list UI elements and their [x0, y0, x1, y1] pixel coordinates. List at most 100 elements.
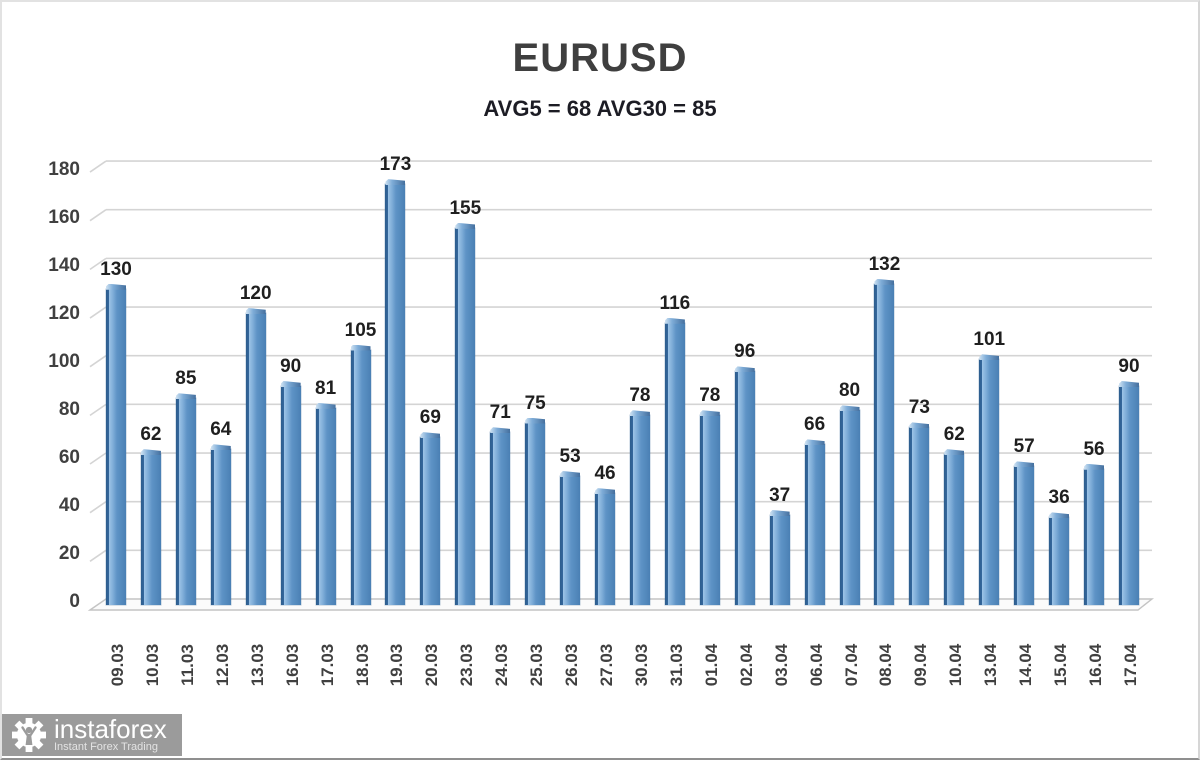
gridline-tick-80 [89, 403, 107, 417]
instaforex-gear-icon [12, 718, 46, 752]
gridline-tick-100 [89, 355, 107, 368]
x-tick-label-17.03: 17.03 [317, 643, 337, 687]
value-label-06.04: 66 [804, 414, 826, 436]
bar-12.03 [210, 444, 231, 605]
value-label-01.04: 78 [699, 385, 721, 407]
value-label-03.04: 37 [769, 484, 791, 506]
value-label-09.03: 130 [100, 258, 132, 280]
bar-top-30.03 [629, 410, 650, 417]
chart-subtitle: AVG5 = 68 AVG30 = 85 [483, 96, 717, 121]
value-label-17.04: 90 [1118, 356, 1140, 378]
value-label-20.03: 69 [419, 407, 441, 429]
value-label-08.04: 132 [868, 253, 901, 275]
x-tick-label-23.03: 23.03 [457, 643, 477, 687]
x-tick-label-12.03: 12.03 [212, 643, 232, 687]
bar-19.03 [385, 179, 406, 605]
bar-13.03 [245, 308, 266, 605]
bar-top-16.03 [280, 381, 301, 388]
bar-top-15.04 [1049, 512, 1070, 519]
bar-top-10.03 [140, 449, 161, 456]
bar-06.04 [804, 439, 825, 605]
watermark-banner: instaforex Instant Forex Trading [2, 714, 182, 756]
value-label-25.03: 75 [524, 392, 546, 414]
x-tick-label-19.03: 19.03 [387, 643, 407, 687]
x-tick-label-01.04: 01.04 [701, 643, 721, 687]
bar-top-01.04 [699, 410, 720, 417]
value-label-27.03: 46 [594, 463, 616, 485]
watermark-tagline: Instant Forex Trading [54, 740, 158, 753]
value-label-16.04: 56 [1083, 438, 1105, 460]
value-label-18.03: 105 [344, 319, 377, 341]
bar-top-17.04 [1118, 381, 1139, 388]
bar-11.03 [175, 393, 196, 605]
bar-25.03 [525, 417, 546, 605]
bar-24.03 [490, 427, 511, 605]
x-tick-label-16.03: 16.03 [282, 643, 302, 687]
bar-top-09.03 [106, 283, 126, 290]
x-tick-label-14.04: 14.04 [1016, 643, 1036, 687]
value-label-24.03: 71 [489, 402, 511, 424]
x-tick-label-06.04: 06.04 [806, 643, 826, 687]
value-label-19.03: 173 [379, 154, 412, 176]
bar-top-25.03 [525, 417, 546, 424]
bar-top-19.03 [385, 179, 406, 186]
y-tick-label-160: 160 [48, 207, 80, 228]
x-tick-label-10.04: 10.04 [946, 643, 966, 687]
bar-17.03 [315, 402, 336, 605]
bar-18.03 [350, 344, 371, 605]
x-tick-label-24.03: 24.03 [492, 643, 512, 687]
value-label-07.04: 80 [838, 380, 861, 402]
x-tick-label-26.03: 26.03 [562, 643, 582, 687]
x-tick-label-30.03: 30.03 [631, 643, 651, 687]
x-tick-label-09.04: 09.04 [911, 643, 931, 687]
bar-top-23.03 [455, 222, 476, 229]
x-tick-label-13.03: 13.03 [247, 643, 267, 687]
x-tick-label-02.04: 02.04 [736, 643, 756, 687]
gear-tooth [25, 718, 33, 725]
bar-top-10.04 [944, 449, 965, 456]
bar-top-18.03 [350, 344, 371, 351]
value-label-13.03: 120 [239, 283, 272, 305]
value-label-23.03: 155 [449, 197, 482, 219]
bar-top-13.04 [979, 354, 1000, 361]
value-label-26.03: 53 [559, 446, 581, 468]
bar-top-13.03 [245, 308, 266, 315]
y-tick-label-20: 20 [58, 543, 80, 564]
chart-title: EURUSD [512, 36, 688, 80]
bar-top-31.03 [664, 317, 685, 324]
gridline-tick-120 [89, 306, 107, 319]
value-label-09.04: 73 [908, 397, 930, 419]
y-tick-label-180: 180 [48, 159, 80, 180]
bar-top-16.04 [1084, 463, 1105, 470]
gridline-tick-20 [89, 549, 107, 562]
x-tick-label-13.04: 13.04 [981, 643, 1001, 687]
bar-15.04 [1049, 512, 1070, 605]
bar-top-06.04 [804, 439, 825, 446]
value-label-02.04: 96 [734, 341, 756, 363]
value-label-11.03: 85 [175, 368, 197, 390]
x-tick-label-09.03: 09.03 [108, 643, 127, 687]
gear-tooth [25, 745, 33, 752]
x-tick-label-27.03: 27.03 [597, 643, 617, 687]
bar-top-12.03 [210, 444, 231, 451]
x-tick-label-08.04: 08.04 [876, 643, 896, 687]
value-label-14.04: 57 [1013, 436, 1035, 458]
bar-08.04 [874, 278, 895, 605]
y-tick-label-140: 140 [48, 255, 80, 276]
x-tick-label-11.03: 11.03 [177, 644, 197, 686]
bar-23.03 [455, 222, 476, 605]
bar-top-09.04 [909, 422, 930, 429]
value-label-13.04: 101 [973, 329, 1006, 351]
x-tick-label-07.04: 07.04 [841, 643, 861, 687]
gridline-tick-180 [89, 160, 107, 173]
bar-10.03 [140, 449, 161, 605]
x-tick-label-25.03: 25.03 [527, 643, 547, 687]
bar-09.03 [106, 283, 126, 605]
value-label-10.04: 62 [943, 424, 965, 446]
gridline-tick-140 [89, 257, 107, 271]
bar-03.04 [769, 509, 790, 605]
y-tick-label-40: 40 [58, 495, 80, 516]
y-tick-label-60: 60 [58, 447, 80, 468]
value-label-17.03: 81 [315, 377, 337, 399]
y-tick-label-80: 80 [58, 399, 80, 420]
